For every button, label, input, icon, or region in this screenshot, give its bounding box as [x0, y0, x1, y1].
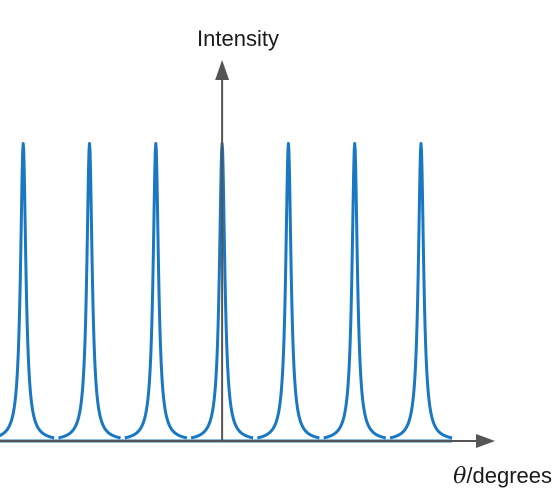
peak-5	[256, 142, 321, 440]
x-axis-label: θ/degrees	[453, 463, 552, 489]
peak-6	[322, 142, 387, 440]
peak-1	[0, 142, 56, 440]
x-axis-symbol: θ	[453, 464, 466, 489]
y-axis-label: Intensity	[197, 26, 279, 51]
axis-layer	[0, 60, 495, 448]
curve-layer	[0, 142, 454, 443]
x-axis-arrow	[476, 434, 495, 448]
peak-7	[389, 142, 454, 440]
y-axis-arrow	[215, 60, 230, 80]
peak-3	[123, 142, 188, 440]
x-axis-unit: /degrees	[466, 463, 552, 488]
peak-2	[57, 142, 122, 440]
